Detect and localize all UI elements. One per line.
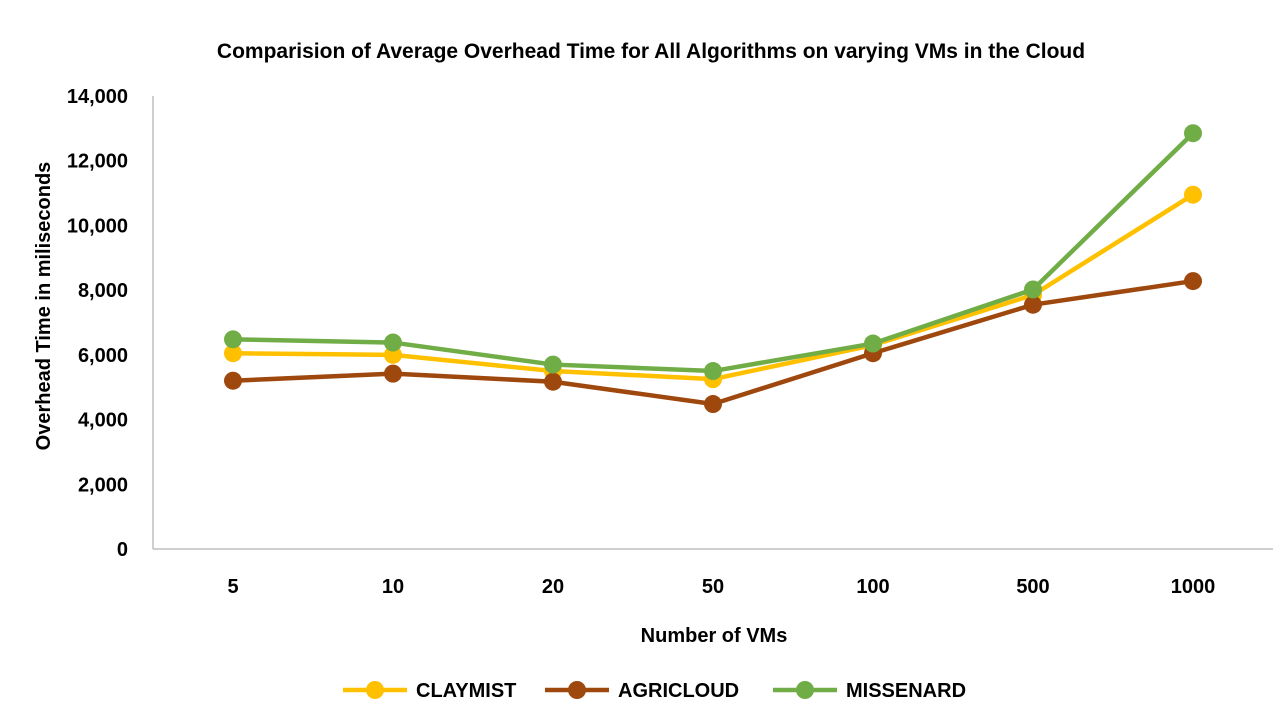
series-claymist (224, 185, 1202, 389)
legend-item-missenard: MISSENARD (773, 680, 966, 702)
x-tick-label: 100 (856, 576, 889, 598)
series-missenard (224, 124, 1202, 381)
series-layer (224, 124, 1202, 414)
legend-marker (568, 681, 586, 699)
y-tick-label: 6,000 (78, 345, 128, 367)
data-point (1184, 272, 1202, 291)
data-point (224, 371, 242, 390)
legend-item-claymist: CLAYMIST (343, 680, 516, 702)
legend: CLAYMIST AGRICLOUD MISSENARD (343, 680, 966, 702)
y-tick-label: 2,000 (78, 474, 128, 496)
x-tick-label: 500 (1016, 576, 1049, 598)
x-tick-label: 20 (542, 576, 564, 598)
y-axis-label: Overhead Time in miliseconds (33, 162, 55, 451)
data-point (544, 372, 562, 391)
axes: 0 2,000 4,000 6,000 8,000 10,000 12,000 14,000 5… (67, 86, 1273, 598)
legend-marker (796, 681, 814, 699)
y-tick-label: 12,000 (67, 151, 128, 173)
y-tick-label: 14,000 (67, 86, 128, 108)
chart-title: Comparision of Average Overhead Time for… (217, 40, 1085, 63)
data-point (1024, 280, 1042, 299)
data-point (224, 330, 242, 349)
data-point (224, 344, 242, 363)
data-point (544, 355, 562, 374)
legend-marker (366, 681, 384, 699)
series-line (230, 130, 1196, 374)
x-tick-label: 5 (227, 576, 238, 598)
data-point (704, 395, 722, 414)
legend-label: MISSENARD (846, 680, 966, 702)
y-tick-label: 10,000 (67, 215, 128, 237)
legend-label: AGRICLOUD (618, 680, 739, 702)
data-point (1024, 295, 1042, 314)
data-point (1184, 185, 1202, 204)
x-tick-label: 1000 (1171, 576, 1216, 598)
series-agricloud (224, 272, 1202, 414)
x-tick-label: 50 (702, 576, 724, 598)
data-point (384, 345, 402, 364)
y-tick-label: 4,000 (78, 410, 128, 432)
data-point (704, 362, 722, 381)
data-point (384, 364, 402, 383)
x-axis-label: Number of VMs (641, 625, 788, 647)
legend-label: CLAYMIST (416, 680, 516, 702)
series-line (230, 192, 1196, 382)
y-tick-label: 0 (117, 539, 128, 561)
y-tick-label: 8,000 (78, 280, 128, 302)
legend-item-agricloud: AGRICLOUD (545, 680, 739, 702)
data-point (1184, 124, 1202, 143)
data-point (384, 333, 402, 352)
x-tick-label: 10 (382, 576, 404, 598)
data-point (864, 334, 882, 353)
